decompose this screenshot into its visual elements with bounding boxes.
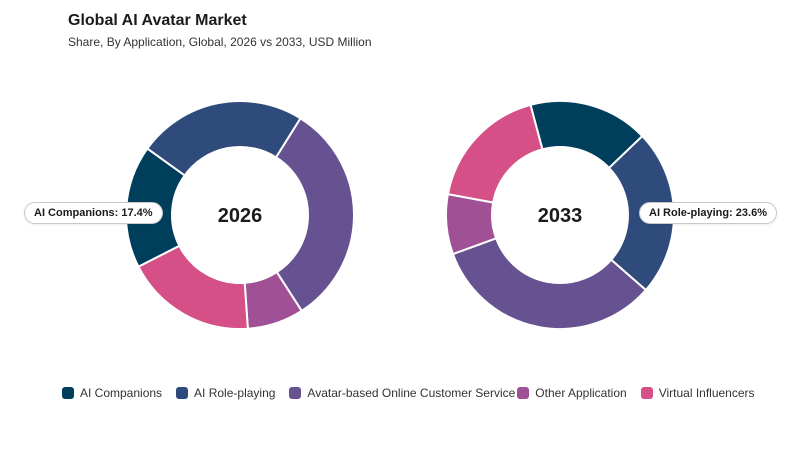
legend-label: AI Role-playing [194,386,276,400]
slice-avatar-based-online-customer-service-2026[interactable] [274,116,355,313]
callout-ai-role-playing-2033: AI Role-playing: 23.6% [639,202,777,224]
slice-virtual-influencers-2033[interactable] [446,103,544,204]
legend-swatch [640,387,653,399]
legend-swatch [62,387,74,399]
legend-item-avatar-customer-service[interactable]: Avatar-based Online Customer Service [289,386,515,400]
legend: AI Companions AI Role-playing Avatar-bas… [62,386,782,400]
legend-item-virtual-influencers[interactable]: Virtual Influencers [640,386,755,400]
callout-ai-companions-2026: AI Companions: 17.4% [24,202,163,224]
slice-avatar-based-online-customer-service-2033[interactable] [451,237,648,330]
center-label-2033: 2033 [538,205,583,227]
chart-subtitle: Share, By Application, Global, 2026 vs 2… [68,35,372,49]
legend-label: Virtual Influencers [658,386,755,400]
chart-title: Global AI Avatar Market [68,12,247,29]
slice-virtual-influencers-2026[interactable] [137,244,249,330]
legend-label: AI Companions [80,386,163,400]
legend-swatch [289,387,302,399]
legend-item-ai-role-playing[interactable]: AI Role-playing [176,386,275,400]
center-label-2026: 2026 [218,205,263,227]
legend-swatch [517,387,530,399]
donut-chart-2026: 2026 [125,100,355,330]
donut-chart-2033: 2033 [445,100,675,330]
legend-swatch [176,387,189,399]
legend-item-ai-companions[interactable]: AI Companions [62,386,162,400]
legend-label: Other Application [535,386,627,400]
legend-label: Avatar-based Online Customer Service [307,386,516,400]
legend-item-other-application[interactable]: Other Application [517,386,627,400]
slice-ai-role-playing-2026[interactable] [145,100,302,177]
